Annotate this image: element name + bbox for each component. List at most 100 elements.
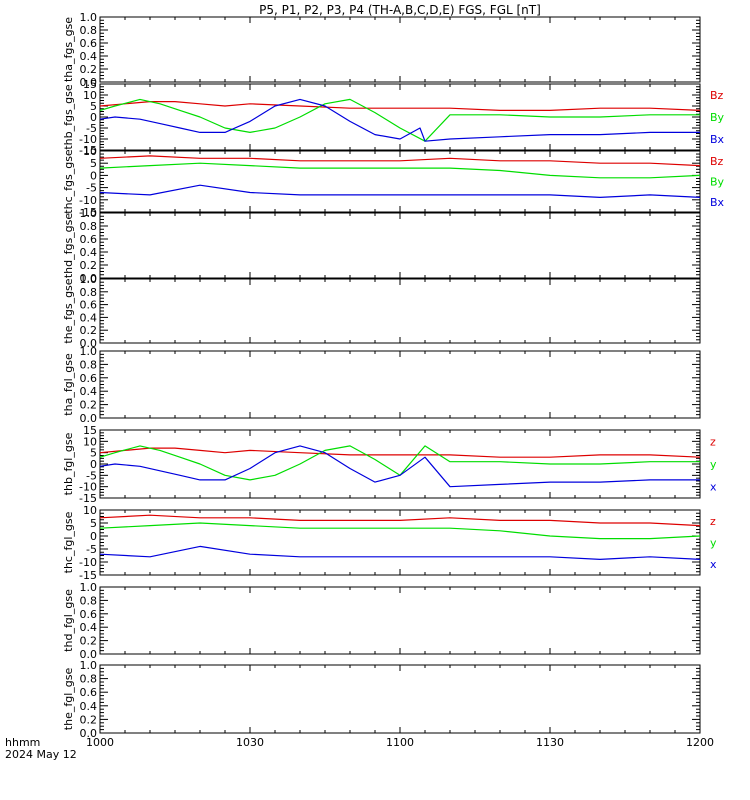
- legend-label-z: z: [710, 515, 716, 528]
- y-tick-label: -5: [86, 543, 97, 556]
- y-tick-label: 0.2: [80, 399, 98, 412]
- legend-label-x: x: [710, 558, 717, 571]
- y-tick-label: 10: [83, 435, 97, 448]
- y-tick-label: 0.0: [80, 412, 98, 425]
- panels: 0.00.20.40.60.81.0tha_fgs_gse-15-10-5051…: [62, 11, 725, 740]
- y-tick-label: 0.6: [80, 299, 98, 312]
- series-line-y: [99, 445, 700, 481]
- series-line-Bx: [99, 98, 700, 142]
- time-axis: 1000 1030 1100 1130 1200: [86, 736, 714, 749]
- y-tick-label: -15: [79, 569, 97, 582]
- y-tick-label: -5: [86, 469, 97, 482]
- chart-title: P5, P1, P2, P3, P4 (TH-A,B,C,D,E) FGS, F…: [259, 3, 541, 17]
- y-tick-label: 0.0: [80, 337, 98, 350]
- y-tick-label: 0: [90, 530, 97, 543]
- y-tick-label: -10: [79, 556, 97, 569]
- panel-8: 0.00.20.40.60.81.0 thd_fgl_gse: [62, 581, 701, 661]
- y-tick-label: -15: [79, 492, 97, 505]
- legend-label-By: By: [710, 176, 725, 189]
- y-tick-label: 5: [90, 100, 97, 113]
- panel-frame: [99, 350, 701, 419]
- series-line-Bz: [99, 155, 701, 167]
- series-line-y: [99, 522, 701, 540]
- time-tick-label: 1130: [536, 736, 564, 749]
- panel-5: 0.00.20.40.60.81.0 tha_fgl_gse: [62, 345, 701, 425]
- y-tick-label: 15: [83, 424, 97, 437]
- legend-label-y: y: [710, 537, 717, 550]
- y-axis-label: thc_fgs_gse: [62, 149, 75, 214]
- y-axis-label: the_fgl_gse: [62, 668, 75, 731]
- legend-label-x: x: [710, 481, 717, 494]
- series-line-x: [99, 545, 701, 561]
- y-tick-label: 0.8: [80, 286, 98, 299]
- y-tick-label: 0.4: [80, 246, 98, 259]
- y-tick-label: 5: [90, 447, 97, 460]
- y-tick-label: -15: [79, 206, 97, 219]
- y-tick-label: 0: [90, 169, 97, 182]
- y-tick-label: 5: [90, 517, 97, 530]
- y-axis-label: thd_fgl_gse: [62, 589, 75, 652]
- y-tick-label: 0.8: [80, 673, 98, 686]
- series-line-Bz: [99, 100, 701, 112]
- y-axis-label: the_fgs_gse: [62, 278, 75, 343]
- time-tick-label: 1030: [236, 736, 264, 749]
- legend-label-z: z: [710, 435, 716, 448]
- series-line-z: [99, 514, 701, 527]
- legend-label-Bz: Bz: [710, 155, 724, 168]
- series-line-z: [99, 447, 701, 458]
- series-line-By: [99, 98, 700, 142]
- panel-frame: [99, 664, 701, 734]
- y-axis-label: tha_fgl_gse: [62, 353, 75, 416]
- y-axis-label: thb_fgl_gse: [62, 432, 75, 495]
- y-tick-label: 0.6: [80, 686, 98, 699]
- y-tick-label: 0.8: [80, 24, 98, 37]
- y-tick-label: 0.6: [80, 233, 98, 246]
- y-tick-label: 1.0: [80, 345, 98, 358]
- y-tick-label: 0.4: [80, 50, 98, 63]
- time-tick-label: 1000: [86, 736, 114, 749]
- time-tick-label: 1200: [686, 736, 714, 749]
- panel-frame: [99, 212, 701, 279]
- y-axis-label: tha_fgs_gse: [62, 17, 75, 82]
- legend-label-y: y: [710, 458, 717, 471]
- legend-label-Bx: Bx: [710, 196, 725, 209]
- y-axis-label: thd_fgs_gse: [62, 213, 75, 279]
- y-tick-label: 10: [83, 145, 97, 158]
- legend-label-By: By: [710, 111, 725, 124]
- panel-frame: [99, 278, 701, 344]
- y-tick-label: 0.6: [80, 372, 98, 385]
- y-tick-label: 0.2: [80, 259, 98, 272]
- y-tick-label: 0.0: [80, 648, 98, 661]
- y-tick-label: 0.6: [80, 37, 98, 50]
- y-tick-label: 10: [83, 89, 97, 102]
- y-tick-label: 0.0: [80, 272, 98, 285]
- y-tick-label: 0.4: [80, 385, 98, 398]
- y-tick-label: 15: [83, 78, 97, 91]
- y-tick-label: -5: [86, 182, 97, 195]
- y-axis-label: thb_fgs_gse: [62, 84, 75, 150]
- series-line-Bx: [99, 184, 701, 198]
- y-tick-label: -10: [79, 481, 97, 494]
- y-tick-label: 0.2: [80, 63, 98, 76]
- y-tick-label: -10: [79, 133, 97, 146]
- y-tick-label: -10: [79, 194, 97, 207]
- time-axis-label-date: 2024 May 12: [5, 748, 77, 761]
- panel-frame: [99, 16, 701, 83]
- panel-frame: [99, 509, 701, 576]
- y-tick-label: 0.6: [80, 608, 98, 621]
- y-tick-label: 0.0: [80, 76, 98, 89]
- panel-3: 0.00.20.40.60.81.0 thd_fgs_gse: [62, 207, 701, 285]
- time-tick-label: 1100: [386, 736, 414, 749]
- y-tick-label: 1.0: [80, 207, 98, 220]
- series-line-x: [99, 445, 700, 488]
- panel-9: 0.00.20.40.60.81.0 the_fgl_gse: [62, 659, 701, 740]
- series-line-By: [99, 162, 701, 179]
- y-axis-label: thc_fgl_gse: [62, 511, 75, 573]
- y-tick-label: 0.8: [80, 220, 98, 233]
- y-tick-label: 0.8: [80, 594, 98, 607]
- y-tick-label: -15: [79, 144, 97, 157]
